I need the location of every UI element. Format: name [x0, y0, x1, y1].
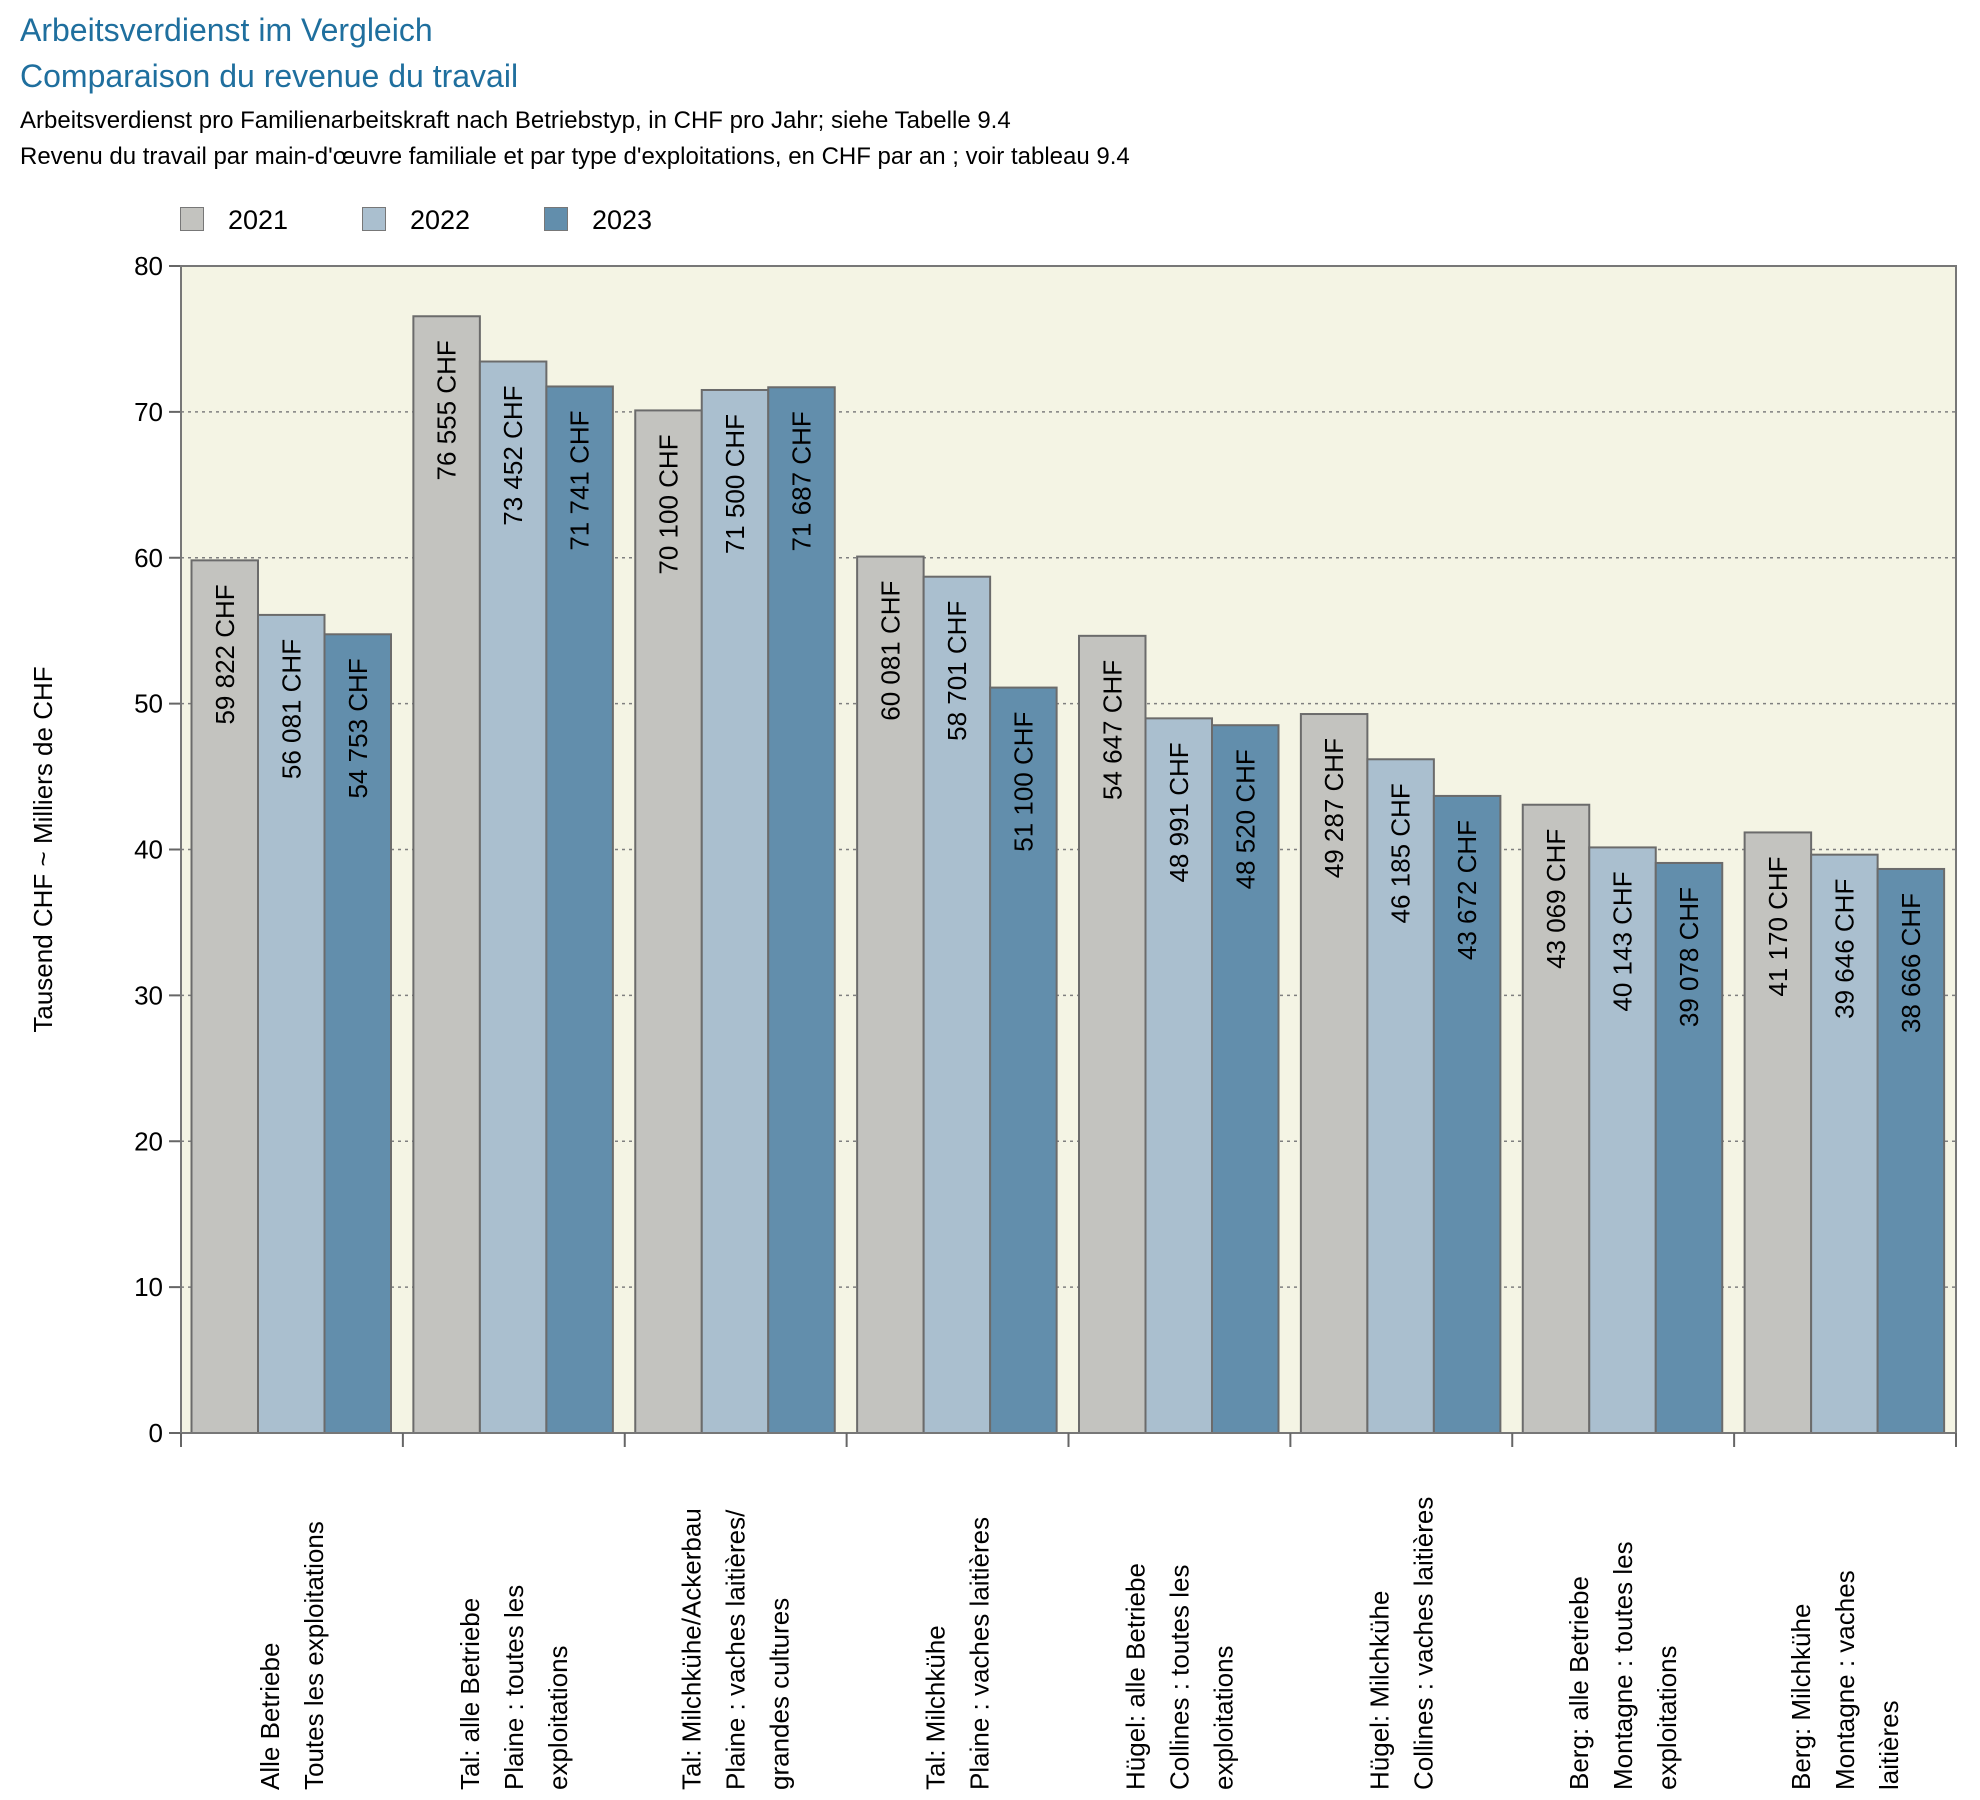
bar-2022 [1366, 758, 1435, 1434]
bar-2021 [1078, 634, 1147, 1434]
legend-label-2021: 2021 [228, 205, 289, 235]
x-category-label: Plaine : vaches laitières/ [721, 1509, 751, 1790]
bar-value-label: 51 100 CHF [1008, 712, 1038, 852]
legend-label-2023: 2023 [592, 205, 653, 235]
bar-2022 [1810, 853, 1879, 1434]
bar-2023 [545, 385, 614, 1434]
x-category-label: Plaine : toutes les [499, 1585, 529, 1790]
x-category-label: Alle Betriebe [255, 1643, 285, 1790]
x-category-label: Berg: Milchkühe [1786, 1604, 1816, 1790]
bar-value-label: 40 143 CHF [1608, 871, 1638, 1011]
bar-2023 [767, 386, 836, 1435]
bar-value-label: 60 081 CHF [875, 581, 905, 721]
bar-2022 [1144, 717, 1213, 1434]
y-tick-label: 0 [149, 1418, 163, 1448]
x-category-label: Collines : vaches laitières [1408, 1497, 1438, 1790]
legend-label-2022: 2022 [410, 205, 471, 235]
bar-value-label: 70 100 CHF [654, 434, 684, 574]
y-tick-label: 70 [134, 397, 163, 427]
legend-swatch-2023 [544, 207, 568, 231]
bar-2021 [1743, 831, 1813, 1434]
chart-title-de: Arbeitsverdienst im Vergleich [20, 12, 433, 48]
bar-value-label: 38 666 CHF [1896, 893, 1926, 1033]
y-tick-label: 60 [134, 543, 163, 573]
x-category-label: Tal: alle Betriebe [455, 1598, 485, 1790]
y-tick-label: 50 [134, 689, 163, 719]
y-tick-label: 20 [134, 1126, 163, 1156]
bar-value-label: 48 520 CHF [1230, 749, 1260, 889]
bar-value-label: 46 185 CHF [1386, 783, 1416, 923]
bar-2023 [323, 633, 392, 1434]
x-category-label: Collines : toutes les [1164, 1565, 1194, 1790]
bar-value-label: 54 753 CHF [343, 658, 373, 798]
x-category-label: Tal: Milchkühe [921, 1625, 951, 1790]
bar-2023 [1876, 867, 1946, 1434]
chart-subtitle-de: Arbeitsverdienst pro Familienarbeitskraf… [20, 107, 1011, 134]
bar-value-label: 39 646 CHF [1829, 879, 1859, 1019]
bar-value-label: 76 555 CHF [432, 340, 462, 480]
bar-value-label: 54 647 CHF [1097, 660, 1127, 800]
bar-value-label: 59 822 CHF [210, 584, 240, 724]
x-category-label: Plaine : vaches laitières [965, 1517, 995, 1790]
bar-value-label: 39 078 CHF [1674, 887, 1704, 1027]
bar-2021 [856, 555, 925, 1434]
x-category-label: Montagne : toutes les [1608, 1541, 1638, 1790]
bar-2023 [989, 686, 1058, 1434]
bar-value-label: 58 701 CHF [942, 601, 972, 741]
bar-2023 [1432, 794, 1502, 1434]
x-category-label: exploitations [1208, 1645, 1238, 1790]
x-category-label: Hügel: Milchkühe [1364, 1591, 1394, 1790]
bar-2021 [1521, 803, 1591, 1434]
bar-2021 [190, 559, 259, 1434]
x-category-label: Hügel: alle Betriebe [1120, 1563, 1150, 1790]
x-category-label: Berg: alle Betriebe [1564, 1576, 1594, 1790]
chart-title-fr: Comparaison du revenue du travail [20, 58, 519, 94]
bar-2021 [412, 315, 481, 1435]
bar-value-label: 43 069 CHF [1541, 829, 1571, 969]
y-tick-label: 30 [134, 980, 163, 1010]
x-category-label: grandes cultures [765, 1598, 795, 1790]
legend-swatch-2022 [362, 207, 386, 231]
x-category-label: Toutes les exploitations [299, 1521, 329, 1790]
bar-value-label: 71 687 CHF [787, 411, 817, 551]
y-tick-label: 10 [134, 1272, 163, 1302]
bar-2022 [478, 360, 548, 1435]
bar-value-label: 71 741 CHF [565, 410, 595, 550]
bar-value-label: 41 170 CHF [1763, 856, 1793, 996]
bar-value-label: 43 672 CHF [1452, 820, 1482, 960]
bar-2021 [634, 409, 703, 1434]
bar-2023 [1211, 724, 1280, 1434]
chart-subtitle-fr: Revenu du travail par main-d'œuvre famil… [20, 143, 1130, 170]
bar-value-label: 56 081 CHF [276, 639, 306, 779]
bar-value-label: 71 500 CHF [720, 414, 750, 554]
x-category-label: Tal: Milchkühe/Ackerbau [677, 1508, 707, 1790]
y-tick-label: 80 [134, 251, 163, 281]
x-category-label: laitières [1874, 1700, 1904, 1790]
bar-2021 [1299, 713, 1369, 1434]
x-category-label: exploitations [543, 1645, 573, 1790]
bar-2022 [257, 613, 326, 1434]
y-tick-label: 40 [134, 835, 163, 865]
bar-2022 [922, 575, 992, 1434]
y-axis-title: Tausend CHF ~ Milliers de CHF [28, 666, 58, 1032]
x-category-label: Montagne : vaches [1830, 1570, 1860, 1790]
bar-2022 [1588, 846, 1657, 1434]
bar-value-label: 49 287 CHF [1319, 738, 1349, 878]
bar-value-label: 73 452 CHF [498, 386, 528, 526]
bar-2022 [700, 388, 770, 1434]
bar-value-label: 48 991 CHF [1164, 742, 1194, 882]
legend-swatch-2021 [180, 207, 204, 231]
x-category-label: exploitations [1652, 1645, 1682, 1790]
